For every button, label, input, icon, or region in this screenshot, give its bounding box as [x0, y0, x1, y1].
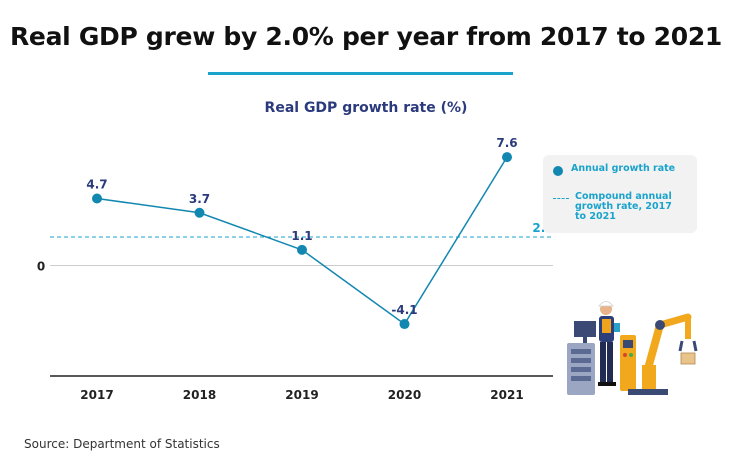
data-point [92, 193, 102, 204]
x-tick-label: 2017 [80, 388, 113, 402]
robot-arm-icon [628, 389, 668, 395]
legend-item-cagr: Compound annual growth rate, 2017 to 202… [553, 192, 685, 222]
legend-label-annual: Annual growth rate [571, 163, 676, 174]
monitor-icon [574, 321, 596, 337]
data-label: -4.1 [391, 303, 417, 317]
legend-dot-marker [553, 166, 563, 176]
data-point [194, 207, 205, 218]
data-point [502, 152, 512, 163]
legend-label-cagr: Compound annual growth rate, 2017 to 202… [575, 191, 672, 222]
control-cabinet-icon [620, 335, 636, 391]
x-tick-label: 2021 [490, 388, 523, 402]
data-point [297, 244, 307, 255]
x-tick-label: 2020 [388, 388, 421, 402]
data-label: 1.1 [291, 229, 312, 243]
data-point [399, 319, 410, 330]
legend-item-annual: Annual growth rate [553, 164, 681, 176]
data-label: 4.7 [86, 177, 107, 191]
source-note: Source: Department of Statistics [24, 437, 220, 451]
x-tick-label: 2019 [285, 388, 318, 402]
headline: Real GDP grew by 2.0% per year from 2017… [9, 22, 723, 51]
data-label: 7.6 [496, 136, 517, 150]
x-tick-label: 2018 [183, 388, 216, 402]
chart-title: Real GDP growth rate (%) [264, 100, 468, 116]
legend-dash-marker [553, 198, 569, 199]
title-underline [208, 72, 513, 75]
data-label: 3.7 [189, 192, 210, 206]
y-tick-label: 0 [37, 260, 45, 274]
legend: Annual growth rate Compound annual growt… [543, 155, 697, 233]
factory-worker-robot-illustration [567, 301, 698, 395]
